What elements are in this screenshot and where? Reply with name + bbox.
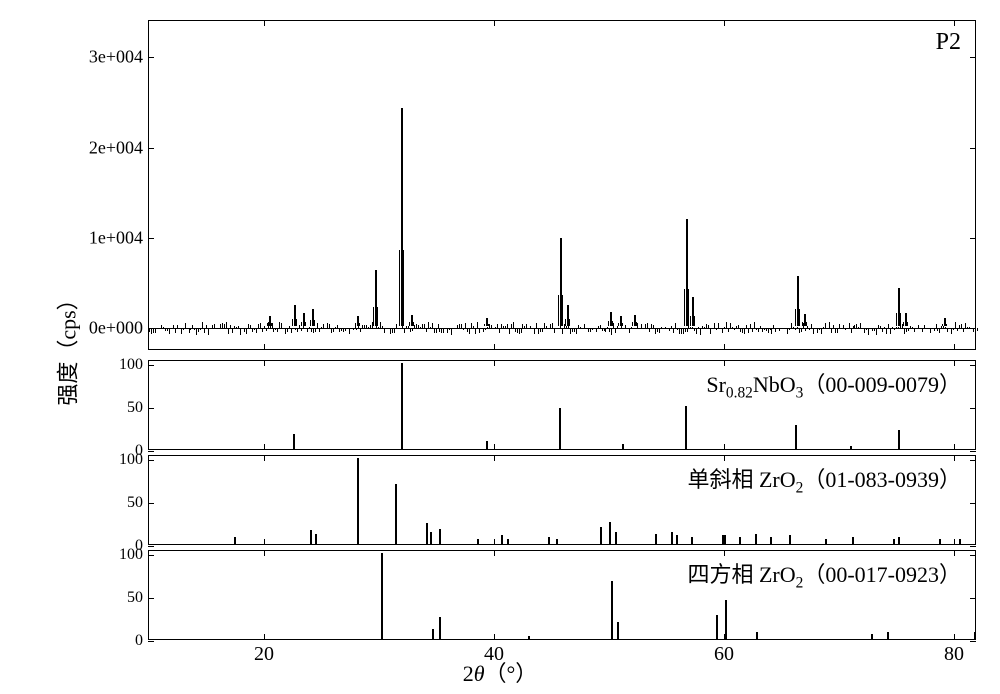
- ref-stick: [357, 458, 359, 544]
- ref-stick: [559, 408, 561, 449]
- ref-stick: [556, 539, 558, 544]
- ref-stick: [724, 535, 726, 544]
- x-tick-label: 80: [944, 639, 964, 666]
- y-tick-label: 2e+004: [89, 137, 149, 158]
- ref-stick: [671, 532, 673, 544]
- x-axis-label-pre: 2: [463, 661, 474, 686]
- y-tick-label: 50: [127, 399, 149, 417]
- main-plot-panel: 0e+0001e+0042e+0043e+004P2: [148, 20, 976, 350]
- ref-stick: [755, 534, 757, 544]
- y-tick-label: 50: [127, 589, 149, 607]
- ref-stick: [430, 532, 432, 544]
- ref-stick: [898, 537, 900, 544]
- ref-stick: [486, 441, 488, 449]
- ref-stick: [825, 539, 827, 544]
- y-tick-label: 50: [127, 494, 149, 512]
- ref-stick: [898, 430, 900, 449]
- ref-panel-mono-zro2: 050100单斜相 ZrO2（01-083-0939）: [148, 455, 976, 545]
- ref-stick: [501, 535, 503, 544]
- ref-panel-tetra-zro2: 05010020406080四方相 ZrO2（00-017-0923）: [148, 550, 976, 640]
- ref-stick: [756, 632, 758, 639]
- ref-stick: [548, 537, 550, 544]
- y-tick-label: 0e+000: [89, 318, 149, 339]
- ref-stick: [959, 539, 961, 544]
- ref-stick: [939, 539, 941, 544]
- y-tick-label: 100: [119, 451, 149, 469]
- x-tick-label: 40: [484, 639, 504, 666]
- ref-stick: [439, 617, 441, 639]
- ref-stick: [716, 615, 718, 639]
- ref-stick: [528, 636, 530, 639]
- ref-stick: [789, 535, 791, 544]
- ref-stick: [293, 434, 295, 449]
- ref-stick: [432, 629, 434, 639]
- ref-stick: [676, 535, 678, 544]
- ref-stick: [850, 446, 852, 449]
- ref-stick: [600, 527, 602, 544]
- y-tick-label: 1e+004: [89, 227, 149, 248]
- ref-stick: [622, 444, 624, 449]
- y-axis-label: 强度（cps）: [51, 288, 83, 405]
- x-axis-label-theta: θ: [474, 661, 485, 686]
- ref-stick: [426, 523, 428, 544]
- y-tick-label: 3e+004: [89, 47, 149, 68]
- ref-stick: [315, 534, 317, 544]
- x-tick-label: 20: [254, 639, 274, 666]
- ref-stick: [439, 529, 441, 544]
- ref-stick: [234, 537, 236, 544]
- ref-panel-label: Sr0.82NbO3（00-009-0079）: [706, 367, 961, 402]
- y-tick-label: 100: [119, 356, 149, 374]
- ref-stick: [685, 406, 687, 449]
- x-tick-label: 60: [714, 639, 734, 666]
- ref-stick: [395, 484, 397, 544]
- ref-panel-label: 单斜相 ZrO2（01-083-0939）: [687, 462, 961, 497]
- ref-stick: [725, 600, 727, 639]
- ref-stick: [739, 537, 741, 544]
- ref-stick: [887, 632, 889, 639]
- ref-stick: [655, 534, 657, 544]
- ref-stick: [871, 634, 873, 639]
- ref-stick: [477, 539, 479, 544]
- ref-stick: [401, 363, 403, 449]
- ref-stick: [893, 539, 895, 544]
- y-tick-label: 100: [119, 546, 149, 564]
- ref-stick: [611, 581, 613, 639]
- ref-stick: [609, 522, 611, 544]
- ref-panel-label: 四方相 ZrO2（00-017-0923）: [687, 557, 961, 592]
- ref-stick: [691, 537, 693, 544]
- ref-stick: [852, 537, 854, 544]
- ref-stick: [617, 622, 619, 639]
- ref-stick: [310, 530, 312, 544]
- ref-panel-sr-nb-o3: 050100Sr0.82NbO3（00-009-0079）: [148, 360, 976, 450]
- ref-stick: [507, 539, 509, 544]
- main-corner-label: P2: [936, 29, 961, 56]
- ref-stick: [795, 425, 797, 449]
- ref-stick: [770, 537, 772, 544]
- y-tick-label: 0: [135, 632, 149, 650]
- ref-stick: [381, 553, 383, 639]
- ref-stick: [974, 632, 976, 639]
- ref-stick: [615, 532, 617, 544]
